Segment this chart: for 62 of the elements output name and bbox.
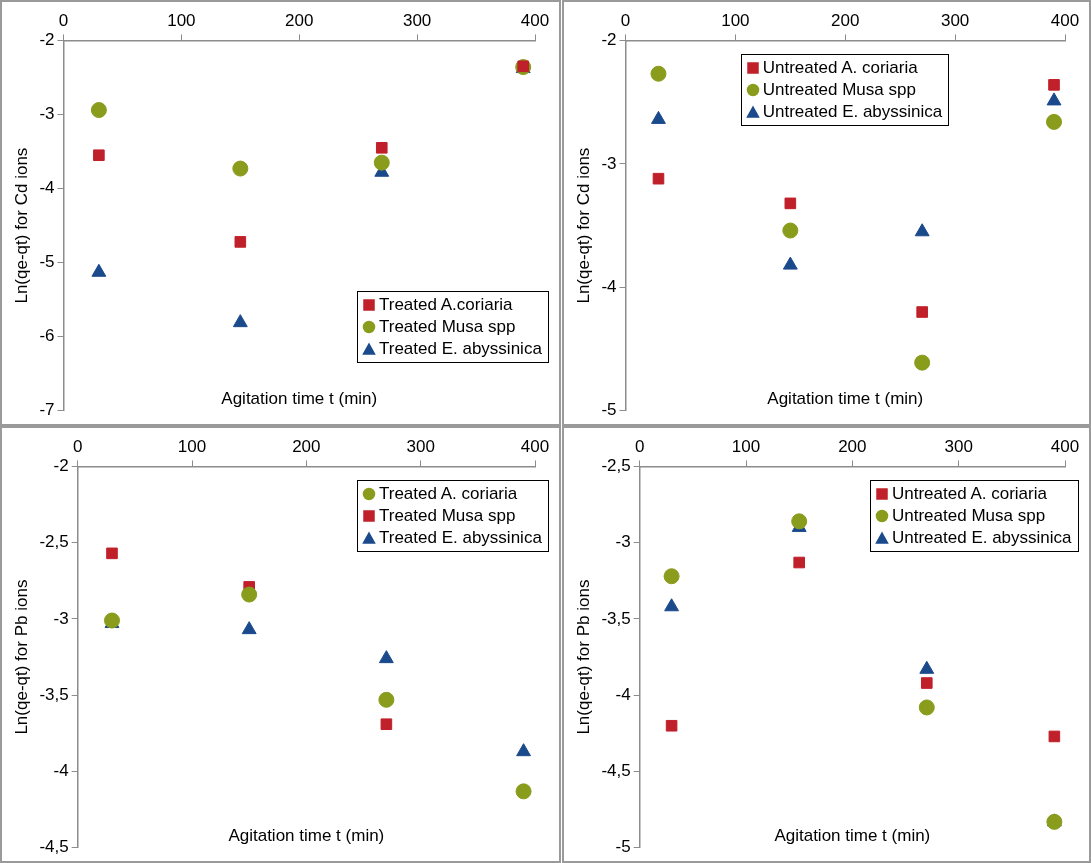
x-tick-label: 300 [406,436,435,456]
y-tick-label: -3,5 [601,608,631,628]
x-tick-label: 0 [58,10,69,30]
y-tick-label: -7 [39,400,55,420]
legend-label: Untreated A. coriaria [762,57,918,80]
legend-label: Treated A.coriaria [379,293,513,316]
x-tick-label: 400 [520,10,550,30]
y-tick-label: -4,5 [39,837,69,857]
legend-label: Treated E. abyssinica [379,337,542,360]
y-tick-label: -3 [615,532,631,552]
x-tick-label: 200 [285,10,314,30]
legend-label: Untreated Musa spp [762,79,916,102]
y-tick-label: -4 [615,684,631,704]
legend-label: Untreated E. abyssinica [892,527,1072,550]
legend-label: Untreated Musa spp [892,505,1046,528]
y-tick-label: -4,5 [601,761,631,781]
x-tick-label: 100 [721,10,750,30]
x-tick-label: 0 [72,436,83,456]
x-tick-label: 300 [940,10,970,30]
legend-label: Treated Musa spp [379,505,516,528]
x-axis-title: Agitation time t (min) [767,388,924,409]
y-tick-label: -6 [39,326,55,346]
y-tick-label: -4 [53,761,69,781]
x-tick-label: 100 [177,436,207,456]
x-tick-label: 300 [402,10,432,30]
x-tick-label: 0 [620,10,631,30]
y-axis-title: Ln(qe-qt) for Pb ions [573,579,593,735]
x-tick-label: 200 [292,436,321,456]
y-tick-label: -2 [601,30,617,50]
x-tick-label: 100 [731,436,761,456]
y-tick-label: -3 [53,608,69,628]
y-tick-label: -2 [53,456,69,476]
y-tick-label: -5 [615,837,631,857]
legend-label: Treated Musa spp [379,315,516,338]
legend-label: Untreated E. abyssinica [762,101,943,124]
y-tick-label: -4 [39,178,55,198]
legend-label: Untreated A. coriaria [892,483,1047,506]
y-tick-label: -5 [601,400,617,420]
x-tick-label: 400 [520,436,550,456]
x-tick-label: 200 [831,10,860,30]
y-tick-label: -3 [39,104,55,124]
x-tick-label: 100 [167,10,196,30]
y-axis-title: Ln(qe-qt) for Pb ions [11,579,31,735]
y-axis-title: Ln(qe-qt) for Cd ions [11,147,31,304]
x-axis-title: Agitation time t (min) [228,825,385,846]
legend-label: Treated E. abyssinica [379,527,542,550]
y-tick-label: -4 [601,277,617,297]
x-axis-title: Agitation time t (min) [774,825,931,846]
y-tick-label: -5 [39,252,55,272]
y-tick-label: -2 [39,30,55,50]
x-axis-title: Agitation time t (min) [221,388,378,409]
x-tick-label: 0 [634,436,645,456]
legend-label: Treated A. coriaria [379,483,518,506]
x-tick-label: 300 [944,436,973,456]
x-tick-label: 400 [1050,10,1080,30]
y-tick-label: -2,5 [601,456,631,476]
y-axis-title: Ln(qe-qt) for Cd ions [573,147,593,304]
x-tick-label: 400 [1050,436,1080,456]
x-tick-label: 200 [838,436,867,456]
y-tick-label: -3,5 [39,684,69,704]
y-tick-label: -3 [601,153,617,173]
y-tick-label: -2,5 [39,532,69,552]
